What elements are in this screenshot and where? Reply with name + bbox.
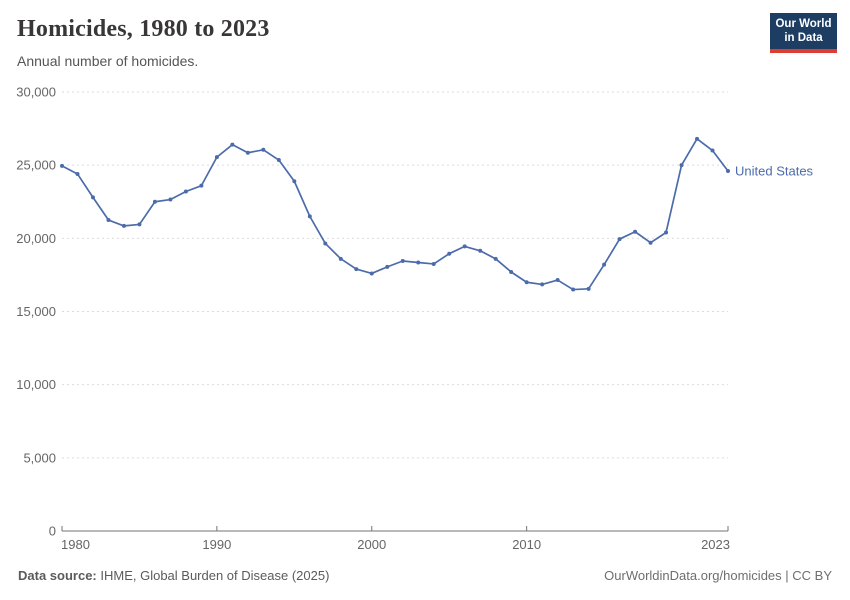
y-tick-label: 20,000 <box>16 231 56 246</box>
x-tick-label: 2023 <box>701 537 730 552</box>
data-point-marker[interactable] <box>214 155 219 160</box>
data-point-marker[interactable] <box>602 262 607 267</box>
data-point-marker[interactable] <box>493 256 498 261</box>
chart-footer: Data source: IHME, Global Burden of Dise… <box>0 568 850 583</box>
owid-logo[interactable]: Our World in Data <box>770 13 837 53</box>
y-tick-label: 0 <box>49 524 56 539</box>
y-tick-label: 25,000 <box>16 158 56 173</box>
series-end-label[interactable]: United States <box>735 164 814 179</box>
y-tick-label: 10,000 <box>16 377 56 392</box>
data-point-marker[interactable] <box>695 136 700 141</box>
data-point-marker[interactable] <box>369 271 374 276</box>
data-point-marker[interactable] <box>354 267 359 272</box>
y-tick-label: 15,000 <box>16 304 56 319</box>
x-tick-label: 1980 <box>61 537 90 552</box>
data-point-marker[interactable] <box>710 148 715 153</box>
data-point-marker[interactable] <box>648 240 653 245</box>
data-point-marker[interactable] <box>276 158 281 163</box>
data-point-marker[interactable] <box>664 230 669 235</box>
data-point-marker[interactable] <box>152 199 157 204</box>
series-line[interactable] <box>61 137 729 291</box>
data-source-text: IHME, Global Burden of Disease (2025) <box>96 568 330 583</box>
attribution-link[interactable]: OurWorldinData.org/homicides | CC BY <box>604 568 832 583</box>
owid-logo-line1: Our World <box>775 18 832 30</box>
x-tick-label: 2000 <box>357 537 386 552</box>
data-point-marker[interactable] <box>261 147 266 152</box>
owid-logo-line2: in Data <box>784 32 823 44</box>
data-point-marker[interactable] <box>633 229 638 234</box>
data-point-marker[interactable] <box>121 223 126 228</box>
page-title: Homicides, 1980 to 2023 <box>17 16 270 42</box>
data-point-marker[interactable] <box>524 280 529 285</box>
data-point-marker[interactable] <box>245 150 250 155</box>
data-point-marker[interactable] <box>307 214 312 219</box>
data-point-marker[interactable] <box>400 259 405 264</box>
data-point-marker[interactable] <box>478 248 483 253</box>
data-point-marker[interactable] <box>586 286 591 291</box>
data-point-marker[interactable] <box>617 237 622 242</box>
data-point-marker[interactable] <box>90 195 95 200</box>
data-point-marker[interactable] <box>416 260 421 265</box>
y-tick-label: 5,000 <box>23 450 56 465</box>
data-source-label: Data source: <box>18 568 97 583</box>
data-point-marker[interactable] <box>447 251 452 256</box>
data-point-marker[interactable] <box>555 278 560 283</box>
data-point-marker[interactable] <box>726 169 730 174</box>
data-point-marker[interactable] <box>75 171 80 176</box>
data-point-marker[interactable] <box>183 189 188 194</box>
data-point-marker[interactable] <box>540 282 545 287</box>
data-source-note: Data source: IHME, Global Burden of Dise… <box>18 568 329 583</box>
data-point-marker[interactable] <box>571 287 576 292</box>
data-point-marker[interactable] <box>338 256 343 261</box>
data-point-marker[interactable] <box>385 264 390 269</box>
x-tick-label: 1990 <box>202 537 231 552</box>
chart-subtitle: Annual number of homicides. <box>17 53 199 69</box>
data-point-marker[interactable] <box>431 261 436 266</box>
data-point-marker[interactable] <box>323 241 328 246</box>
homicides-line-chart[interactable]: 0 5,000 10,000 15,000 20,000 25,000 30,000 1980… <box>0 80 850 555</box>
data-point-marker[interactable] <box>509 269 514 274</box>
data-point-marker[interactable] <box>199 183 204 188</box>
data-point-marker[interactable] <box>106 218 111 223</box>
data-point-marker[interactable] <box>462 244 467 249</box>
x-tick-label: 2010 <box>512 537 541 552</box>
data-point-marker[interactable] <box>60 163 64 168</box>
data-point-marker[interactable] <box>137 222 142 227</box>
data-point-marker[interactable] <box>679 163 684 168</box>
data-point-marker[interactable] <box>168 197 173 202</box>
data-point-marker[interactable] <box>292 179 297 184</box>
data-point-marker[interactable] <box>230 142 235 147</box>
y-tick-label: 30,000 <box>16 85 56 100</box>
